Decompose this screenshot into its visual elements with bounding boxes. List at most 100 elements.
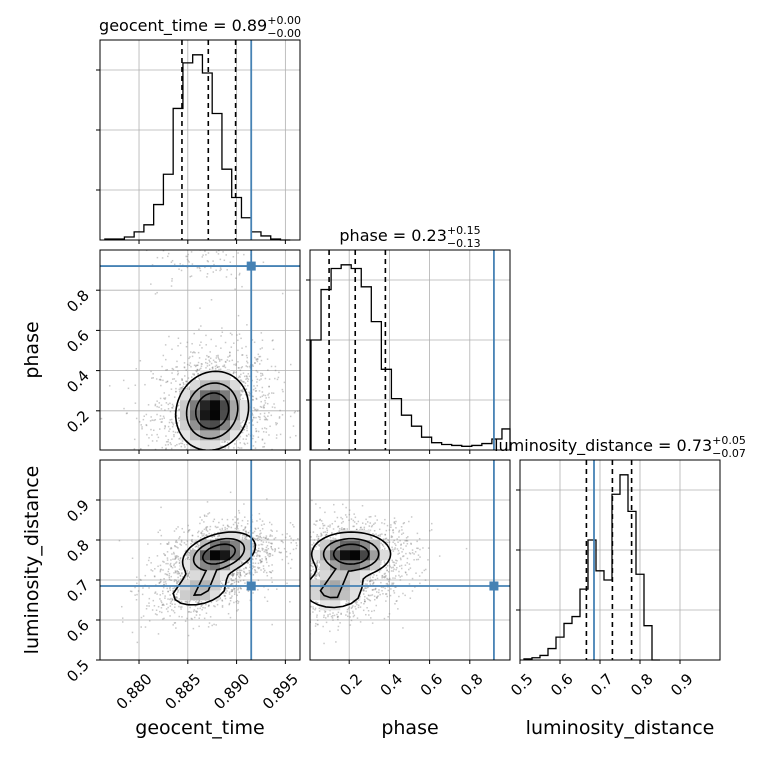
sample-point [171,403,174,406]
sample-point [194,605,197,607]
sample-point [157,605,160,608]
sample-point [248,391,250,394]
sample-point [143,415,145,417]
sample-point [252,437,254,440]
sample-point [172,590,175,592]
sample-point [176,422,179,424]
sample-point [193,452,195,454]
sample-point [374,515,377,517]
sample-point [342,520,344,523]
sample-point [381,522,383,524]
sample-point [129,590,132,592]
sample-point [254,571,257,574]
density-cell [190,440,201,450]
sample-point [256,358,259,360]
sample-point [359,527,362,529]
sample-point [188,554,190,557]
sample-point [252,545,255,548]
sample-point [296,544,298,547]
sample-point [165,441,168,443]
sample-point [166,461,168,463]
sample-point [296,410,299,412]
sample-point [179,437,181,440]
sample-point [217,246,219,248]
sample-point [258,550,260,552]
sample-point [142,418,145,421]
sample-point [258,555,261,558]
sample-point [193,332,195,335]
sample-point [266,561,268,564]
sample-point [405,571,407,574]
sample-point [239,447,241,449]
sample-point [225,276,228,278]
sample-point [229,457,231,459]
density-cell [220,390,231,401]
panel-frame [99,39,301,241]
sample-point [274,365,277,368]
sample-point [154,293,157,295]
sample-point [245,566,247,569]
sample-point [178,388,181,391]
sample-point [387,570,390,573]
sample-point [230,589,233,591]
sample-point [227,452,229,454]
sample-point [196,369,199,371]
sample-point [203,514,206,516]
sample-point [205,515,208,517]
sample-point [205,603,207,606]
sample-point [213,605,215,607]
sample-point [400,558,402,561]
sample-point [303,503,305,505]
sample-point [266,544,269,547]
sample-point [306,551,308,553]
sample-point [387,589,390,592]
sample-point [174,622,177,624]
density-cell [220,530,231,541]
sample-point [184,600,187,603]
sample-point [206,535,208,537]
sample-point [177,571,179,573]
sample-point [198,377,200,379]
sample-point [240,560,243,563]
sample-point [170,579,172,581]
sample-point [261,391,264,393]
title-value: 0.89 [232,16,268,35]
sample-point [175,571,177,573]
sample-point [248,422,250,424]
sample-point [270,545,273,548]
sample-point [162,618,164,620]
sample-point [195,482,197,484]
sample-point [156,440,158,442]
sample-point [233,363,235,366]
sample-point [135,576,138,578]
sample-point [173,622,176,624]
sample-point [232,523,235,526]
sample-point [177,576,179,579]
sample-point [207,458,209,460]
sample-point [208,451,210,453]
sample-point [245,354,248,357]
sample-point [230,573,232,576]
sample-point [191,355,194,358]
sample-point [224,341,227,344]
sample-point [268,541,270,544]
sample-point [260,359,263,362]
sample-point [237,339,239,342]
sample-point [162,569,164,571]
sample-point [215,269,217,271]
sample-point [400,544,402,546]
density-cell [240,550,251,561]
sample-point [173,396,176,398]
sample-point [176,405,179,407]
sample-point [231,589,234,591]
sample-point [331,522,334,525]
sample-point [162,250,165,252]
sample-point [341,527,343,529]
sample-point [272,392,275,394]
sample-point [366,579,369,582]
sample-point [171,438,173,440]
title-eq: = [653,436,677,455]
sample-point [307,555,309,557]
sample-point [172,423,175,426]
